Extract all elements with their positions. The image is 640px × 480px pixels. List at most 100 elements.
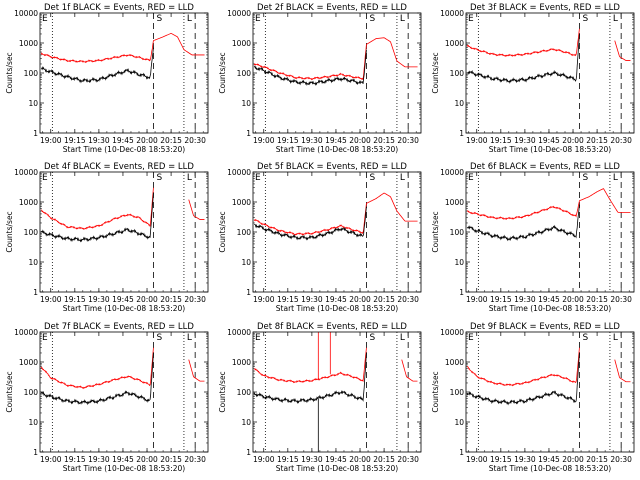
y-tick-label: 1000 xyxy=(232,358,251,367)
x-tick-label: 19:15 xyxy=(64,136,86,145)
x-tick-label: 19:15 xyxy=(64,295,86,304)
e-marker-label: E xyxy=(42,14,48,24)
x-axis: 19:00 19:15 19:30 19:45 20:00 20:15 20:30 xyxy=(253,172,419,304)
plot-frame xyxy=(39,12,209,134)
y-tick-label: 10000 xyxy=(227,9,251,18)
lld-series-tail-line xyxy=(614,40,631,61)
e-marker-label: E xyxy=(468,14,474,24)
events-series-line xyxy=(40,47,154,84)
x-tick-label: 20:30 xyxy=(610,455,632,464)
y-tick-label: 100 xyxy=(24,228,39,237)
x-tick-label: 19:45 xyxy=(325,295,347,304)
x-tick-label: 19:30 xyxy=(301,295,323,304)
e-marker-label: E xyxy=(42,333,48,343)
plot-area xyxy=(41,187,205,243)
x-axis-label: Start Time (10-Dec-08 18:53:20) xyxy=(63,464,185,473)
y-tick-label: 100 xyxy=(24,388,39,397)
x-axis-label: Start Time (10-Dec-08 18:53:20) xyxy=(276,464,398,473)
x-tick-label: 19:15 xyxy=(64,455,86,464)
x-tick-label: 20:15 xyxy=(586,136,608,145)
s-marker-label: S xyxy=(156,173,162,183)
x-tick-label: 19:00 xyxy=(253,455,275,464)
y-tick-label: 10000 xyxy=(440,168,464,177)
x-tick-label: 19:30 xyxy=(514,295,536,304)
x-tick-label: 20:30 xyxy=(397,455,419,464)
panel-title: Det 7f BLACK = Events, RED = LLD xyxy=(44,322,194,332)
y-tick-label: 100 xyxy=(450,69,465,78)
panel-title: Det 1f BLACK = Events, RED = LLD xyxy=(44,3,194,13)
lld-series-tail-line xyxy=(614,359,631,383)
events-series-line xyxy=(253,49,367,86)
y-axis-label: Counts/sec xyxy=(218,371,227,412)
e-marker-label: E xyxy=(468,173,474,183)
y-tick-label: 10 xyxy=(454,418,464,427)
l-marker-label: L xyxy=(613,333,618,343)
y-tick-label: 10 xyxy=(28,99,38,108)
y-tick-label: 100 xyxy=(237,69,252,78)
y-tick-label: 10 xyxy=(241,258,251,267)
x-tick-label: 19:45 xyxy=(325,136,347,145)
s-marker-label: S xyxy=(156,14,162,24)
lld-series-tail-line xyxy=(188,199,205,220)
x-axis: 19:00 19:15 19:30 19:45 20:00 20:15 20:30 xyxy=(466,172,632,304)
x-tick-label: 20:15 xyxy=(160,455,182,464)
x-axis-label: Start Time (10-Dec-08 18:53:20) xyxy=(489,304,611,313)
x-tick-label: 20:00 xyxy=(562,136,584,145)
y-tick-label: 1000 xyxy=(445,358,464,367)
y-tick-label: 1 xyxy=(33,288,38,297)
x-axis-label: Start Time (10-Dec-08 18:53:20) xyxy=(63,304,185,313)
plot-area xyxy=(466,188,631,242)
x-tick-label: 20:00 xyxy=(349,136,371,145)
x-tick-label: 20:00 xyxy=(136,455,158,464)
y-tick-label: 10 xyxy=(28,258,38,267)
x-tick-label: 19:30 xyxy=(301,455,323,464)
panel-9: Det 9f BLACK = Events, RED = LLD 1 10 100 10… xyxy=(431,322,635,473)
y-tick-label: 1 xyxy=(459,448,464,457)
s-marker-label: S xyxy=(369,173,375,183)
x-tick-label: 19:00 xyxy=(253,295,275,304)
panel-title: Det 3f BLACK = Events, RED = LLD xyxy=(470,3,620,13)
plot-area xyxy=(40,347,205,406)
x-tick-label: 19:45 xyxy=(112,136,134,145)
plot-frame xyxy=(252,171,422,293)
x-tick-label: 20:30 xyxy=(184,295,206,304)
x-axis-label: Start Time (10-Dec-08 18:53:20) xyxy=(489,145,611,154)
panel-4: Det 4f BLACK = Events, RED = LLD 1 10 100 10… xyxy=(5,162,209,313)
plot-area xyxy=(466,347,631,406)
x-tick-label: 20:15 xyxy=(160,136,182,145)
panel-7: Det 7f BLACK = Events, RED = LLD 1 10 100 10… xyxy=(5,322,209,473)
x-axis-label: Start Time (10-Dec-08 18:53:20) xyxy=(489,464,611,473)
x-tick-label: 20:00 xyxy=(562,455,584,464)
y-tick-label: 100 xyxy=(237,228,252,237)
x-tick-label: 20:30 xyxy=(397,295,419,304)
panel-title: Det 8f BLACK = Events, RED = LLD xyxy=(257,322,407,332)
y-tick-label: 1 xyxy=(459,129,464,138)
events-series-line xyxy=(41,192,154,243)
y-tick-label: 1000 xyxy=(232,198,251,207)
y-tick-label: 1000 xyxy=(445,198,464,207)
x-axis-label: Start Time (10-Dec-08 18:53:20) xyxy=(276,145,398,154)
s-marker-label: S xyxy=(156,333,162,343)
x-tick-label: 20:15 xyxy=(373,295,395,304)
x-tick-label: 19:45 xyxy=(538,136,560,145)
y-axis: 1 10 100 1000 10000 xyxy=(227,168,421,297)
x-tick-label: 19:15 xyxy=(490,136,512,145)
y-tick-label: 1000 xyxy=(232,39,251,48)
x-tick-label: 20:15 xyxy=(586,455,608,464)
plot-area xyxy=(253,37,418,86)
y-axis-label: Counts/sec xyxy=(431,211,440,252)
l-marker-label: L xyxy=(613,14,618,24)
y-tick-label: 10 xyxy=(454,99,464,108)
x-axis: 19:00 19:15 19:30 19:45 20:00 20:15 20:30 xyxy=(466,332,632,464)
x-tick-label: 19:30 xyxy=(514,455,536,464)
s-marker-label: S xyxy=(582,14,588,24)
plot-area xyxy=(466,28,631,84)
plot-frame xyxy=(39,331,209,453)
x-tick-label: 19:30 xyxy=(301,136,323,145)
x-tick-label: 20:00 xyxy=(136,295,158,304)
x-tick-label: 19:45 xyxy=(538,455,560,464)
y-axis-label: Counts/sec xyxy=(5,371,14,412)
events-series-line xyxy=(466,352,580,406)
e-marker-label: E xyxy=(255,333,261,343)
